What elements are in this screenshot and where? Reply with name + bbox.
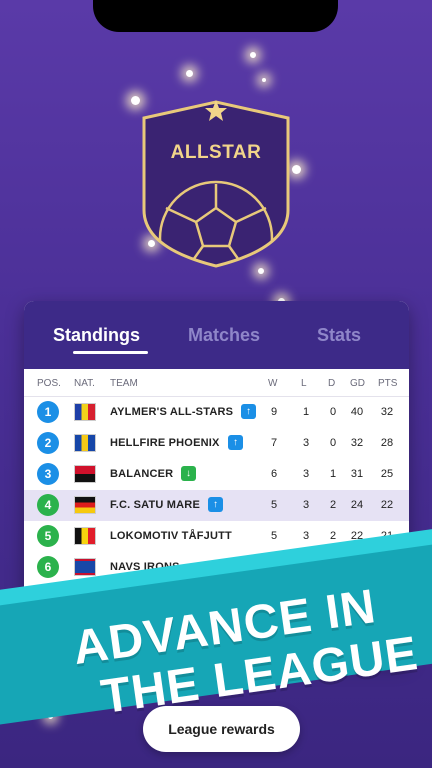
stat-d: 2 [329, 530, 337, 542]
position-badge: 4 [37, 494, 59, 516]
sparkle-decoration [186, 70, 193, 77]
sparkle-decoration [250, 52, 256, 58]
col-team: TEAM [110, 378, 138, 389]
team-name: F.C. SATU MARE [110, 499, 200, 511]
tab-standings[interactable]: Standings [53, 325, 141, 345]
stat-d: 1 [329, 468, 337, 480]
badge-title: ALLSTAR [170, 142, 262, 163]
stat-gd: 32 [350, 437, 364, 449]
arrow-up-icon: ↑ [228, 435, 243, 450]
arrow-down-icon: ↓ [181, 466, 196, 481]
arrow-up-icon: ↑ [241, 404, 256, 419]
table-row[interactable]: 4 F.C. SATU MARE 5 3 2 24 22 ↑ [24, 490, 409, 521]
arrow-up-icon: ↑ [208, 497, 223, 512]
table-row[interactable]: 1 AYLMER'S ALL-STARS 9 1 0 40 32 ↑ [24, 397, 409, 428]
table-row[interactable]: 2 HELLFIRE PHOENIX 7 3 0 32 28 ↑ [24, 428, 409, 459]
stat-pts: 28 [380, 437, 394, 449]
col-l: L [301, 378, 307, 389]
table-row[interactable]: 3 BALANCER 6 3 1 31 25 ↓ [24, 459, 409, 490]
germany-flag [74, 496, 96, 514]
stat-gd: 40 [350, 406, 364, 418]
team-name: LOKOMOTIV TÅFJUTT [110, 530, 232, 542]
tab-matches[interactable]: Matches [188, 325, 261, 345]
col-d: D [328, 378, 336, 389]
stat-l: 3 [302, 530, 310, 542]
col-w: W [268, 378, 278, 389]
barbados-flag [74, 434, 96, 452]
stat-d: 0 [329, 406, 337, 418]
table-header: POS. NAT. TEAM W L D GD PTS [24, 369, 409, 397]
shield-icon [142, 100, 290, 268]
stat-w: 6 [270, 468, 278, 480]
col-pos: POS. [37, 378, 61, 389]
stat-gd: 24 [350, 499, 364, 511]
stat-d: 0 [329, 437, 337, 449]
stat-l: 3 [302, 437, 310, 449]
sparkle-decoration [262, 78, 266, 82]
stat-d: 2 [329, 499, 337, 511]
stat-w: 5 [270, 499, 278, 511]
stat-l: 1 [302, 406, 310, 418]
panel-tabs: Standings Matches Stats [24, 301, 409, 369]
team-name: BALANCER [110, 468, 174, 480]
position-badge: 1 [37, 401, 59, 423]
position-badge: 3 [37, 463, 59, 485]
stat-w: 7 [270, 437, 278, 449]
stat-gd: 31 [350, 468, 364, 480]
sparkle-decoration [131, 96, 140, 105]
stat-pts: 25 [380, 468, 394, 480]
sparkle-decoration [148, 240, 155, 247]
sparkle-decoration [292, 165, 301, 174]
sparkle-decoration [258, 268, 264, 274]
team-name: AYLMER'S ALL-STARS [110, 406, 234, 418]
active-tab-indicator [73, 351, 148, 354]
position-badge: 2 [37, 432, 59, 454]
col-pts: PTS [378, 378, 398, 389]
tab-stats[interactable]: Stats [317, 325, 362, 345]
andorra-flag [74, 403, 96, 421]
col-nat: NAT. [74, 378, 95, 389]
team-name: HELLFIRE PHOENIX [110, 437, 220, 449]
stat-l: 3 [302, 499, 310, 511]
position-badge: 6 [37, 556, 59, 578]
stat-l: 3 [302, 468, 310, 480]
stat-w: 9 [270, 406, 278, 418]
device-notch [93, 0, 338, 32]
allstar-league-badge: ALLSTAR [138, 100, 294, 270]
stat-pts: 22 [380, 499, 394, 511]
league-rewards-button[interactable]: League rewards [143, 706, 300, 752]
belgium-flag [74, 527, 96, 545]
stat-w: 5 [270, 530, 278, 542]
col-gd: GD [350, 378, 365, 389]
stat-pts: 32 [380, 406, 394, 418]
belize-flag [74, 558, 96, 576]
angola-flag [74, 465, 96, 483]
position-badge: 5 [37, 525, 59, 547]
